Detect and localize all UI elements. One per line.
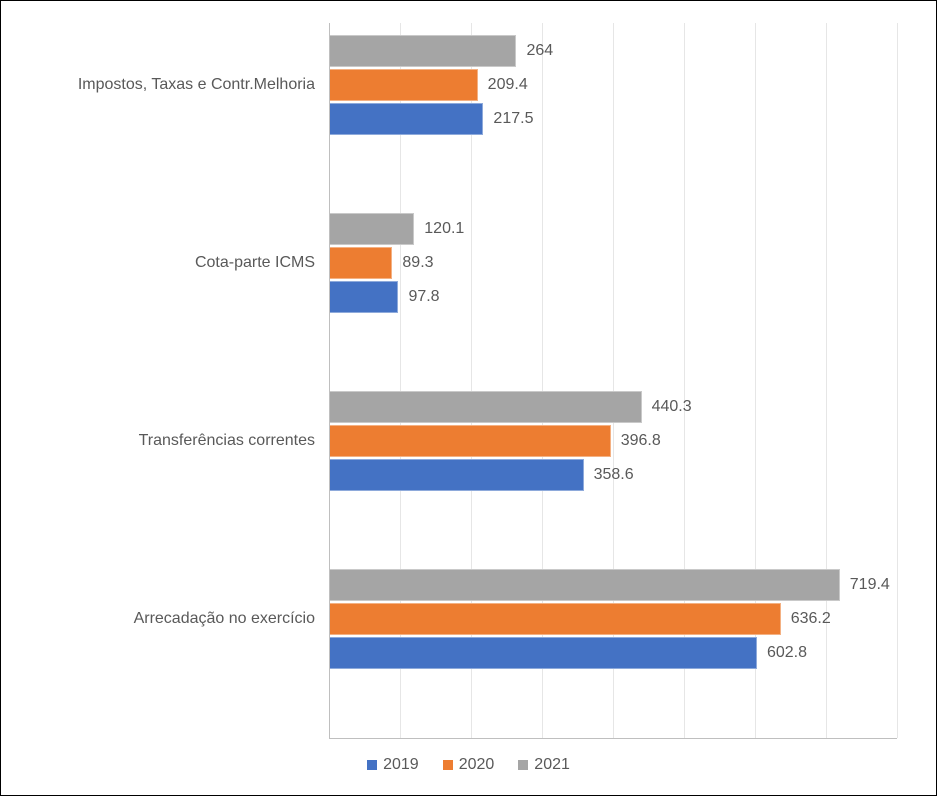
value-label: 719.4 — [850, 576, 890, 594]
bar — [329, 569, 840, 601]
value-label: 602.8 — [767, 644, 807, 662]
bar — [329, 425, 611, 457]
value-label: 89.3 — [402, 254, 433, 272]
category-group: Impostos, Taxas e Contr.Melhoria264209.4… — [329, 35, 897, 135]
bar — [329, 281, 398, 313]
grouped-bar-chart: Impostos, Taxas e Contr.Melhoria 264 209.4… — [0, 0, 937, 796]
bar — [329, 103, 483, 135]
legend-label: 2021 — [534, 756, 570, 774]
legend-item: 2020 — [443, 756, 495, 774]
gridline — [897, 23, 898, 738]
bar — [329, 637, 757, 669]
legend-item: 2019 — [367, 756, 419, 774]
category-label: Arrecadação no exercício — [134, 610, 329, 628]
value-label: 217.5 — [493, 110, 533, 128]
category-label: Impostos, Taxas e Contr.Melhoria — [78, 76, 329, 94]
value-label: 209.4 — [488, 76, 528, 94]
y-axis — [329, 23, 330, 738]
legend-item: 2021 — [518, 756, 570, 774]
category-group: Arrecadação no exercício719.4636.2602.8 — [329, 569, 897, 669]
legend-label: 2019 — [383, 756, 419, 774]
value-label: 264 — [526, 42, 553, 60]
category-group: Transferências correntes440.3396.8358.6 — [329, 391, 897, 491]
value-label: 440.3 — [652, 398, 692, 416]
category-label: Cota-parte ICMS — [195, 254, 329, 272]
legend-swatch — [518, 760, 528, 770]
plot-area: Impostos, Taxas e Contr.Melhoria264209.4… — [329, 23, 897, 738]
category-group: Cota-parte ICMS120.189.397.8 — [329, 213, 897, 313]
legend-label: 2020 — [459, 756, 495, 774]
legend-swatch — [367, 760, 377, 770]
bar — [329, 459, 584, 491]
bar — [329, 35, 516, 67]
x-axis — [329, 738, 897, 739]
value-label: 120.1 — [424, 220, 464, 238]
legend: 2019 2020 2021 — [1, 756, 936, 774]
bar — [329, 603, 781, 635]
category-label: Transferências correntes — [139, 432, 329, 450]
bar — [329, 213, 414, 245]
legend-swatch — [443, 760, 453, 770]
value-label: 396.8 — [621, 432, 661, 450]
bar — [329, 247, 392, 279]
bar — [329, 69, 478, 101]
value-label: 358.6 — [594, 466, 634, 484]
value-label: 636.2 — [791, 610, 831, 628]
bar — [329, 391, 642, 423]
value-label: 97.8 — [408, 288, 439, 306]
